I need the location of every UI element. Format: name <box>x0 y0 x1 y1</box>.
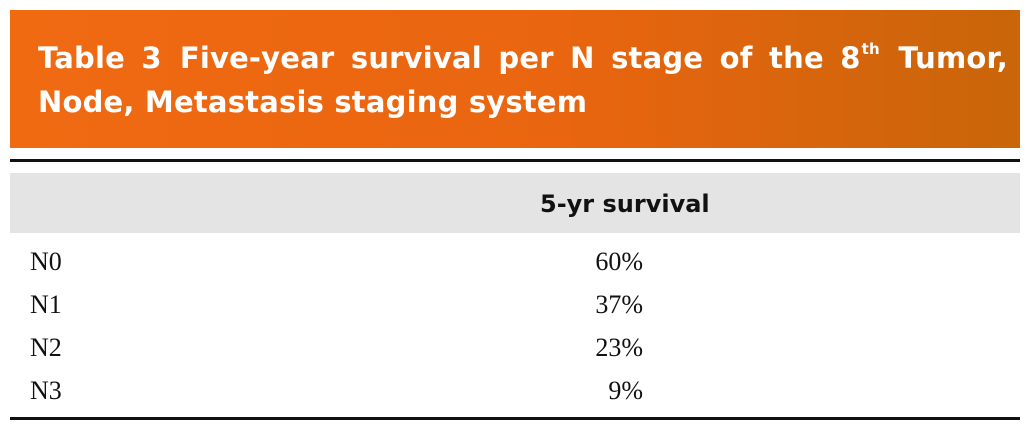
row-stage: N0 <box>30 247 62 276</box>
row-stage: N2 <box>30 333 62 362</box>
table-row: N2 23% <box>10 328 1020 368</box>
row-survival: 60% <box>595 247 643 276</box>
table-row: N3 9% <box>10 371 1020 411</box>
table-caption: Table 3 Five-year survival per N stage of… <box>38 36 1008 124</box>
table-top-rule <box>10 159 1020 162</box>
table-row: N0 60% <box>10 242 1020 282</box>
table-bottom-rule <box>10 417 1020 420</box>
table-caption-bar: Table 3 Five-year survival per N stage of… <box>10 10 1020 148</box>
table-title-part1: Five-year survival per N stage of the 8 <box>179 41 861 75</box>
row-survival: 23% <box>595 333 643 362</box>
row-stage: N3 <box>30 376 62 405</box>
table-label: Table 3 <box>38 41 162 75</box>
column-header-survival: 5-yr survival <box>540 190 710 218</box>
row-survival: 9% <box>608 376 643 405</box>
table-title-part2: Tumor, Node, Metastasis staging system <box>38 41 1008 119</box>
table-row: N1 37% <box>10 285 1020 325</box>
table-header-row <box>10 173 1020 233</box>
row-stage: N1 <box>30 290 62 319</box>
table-figure: Table 3 Five-year survival per N stage of… <box>10 10 1020 422</box>
row-survival: 37% <box>595 290 643 319</box>
table-title-superscript: th <box>861 40 880 58</box>
